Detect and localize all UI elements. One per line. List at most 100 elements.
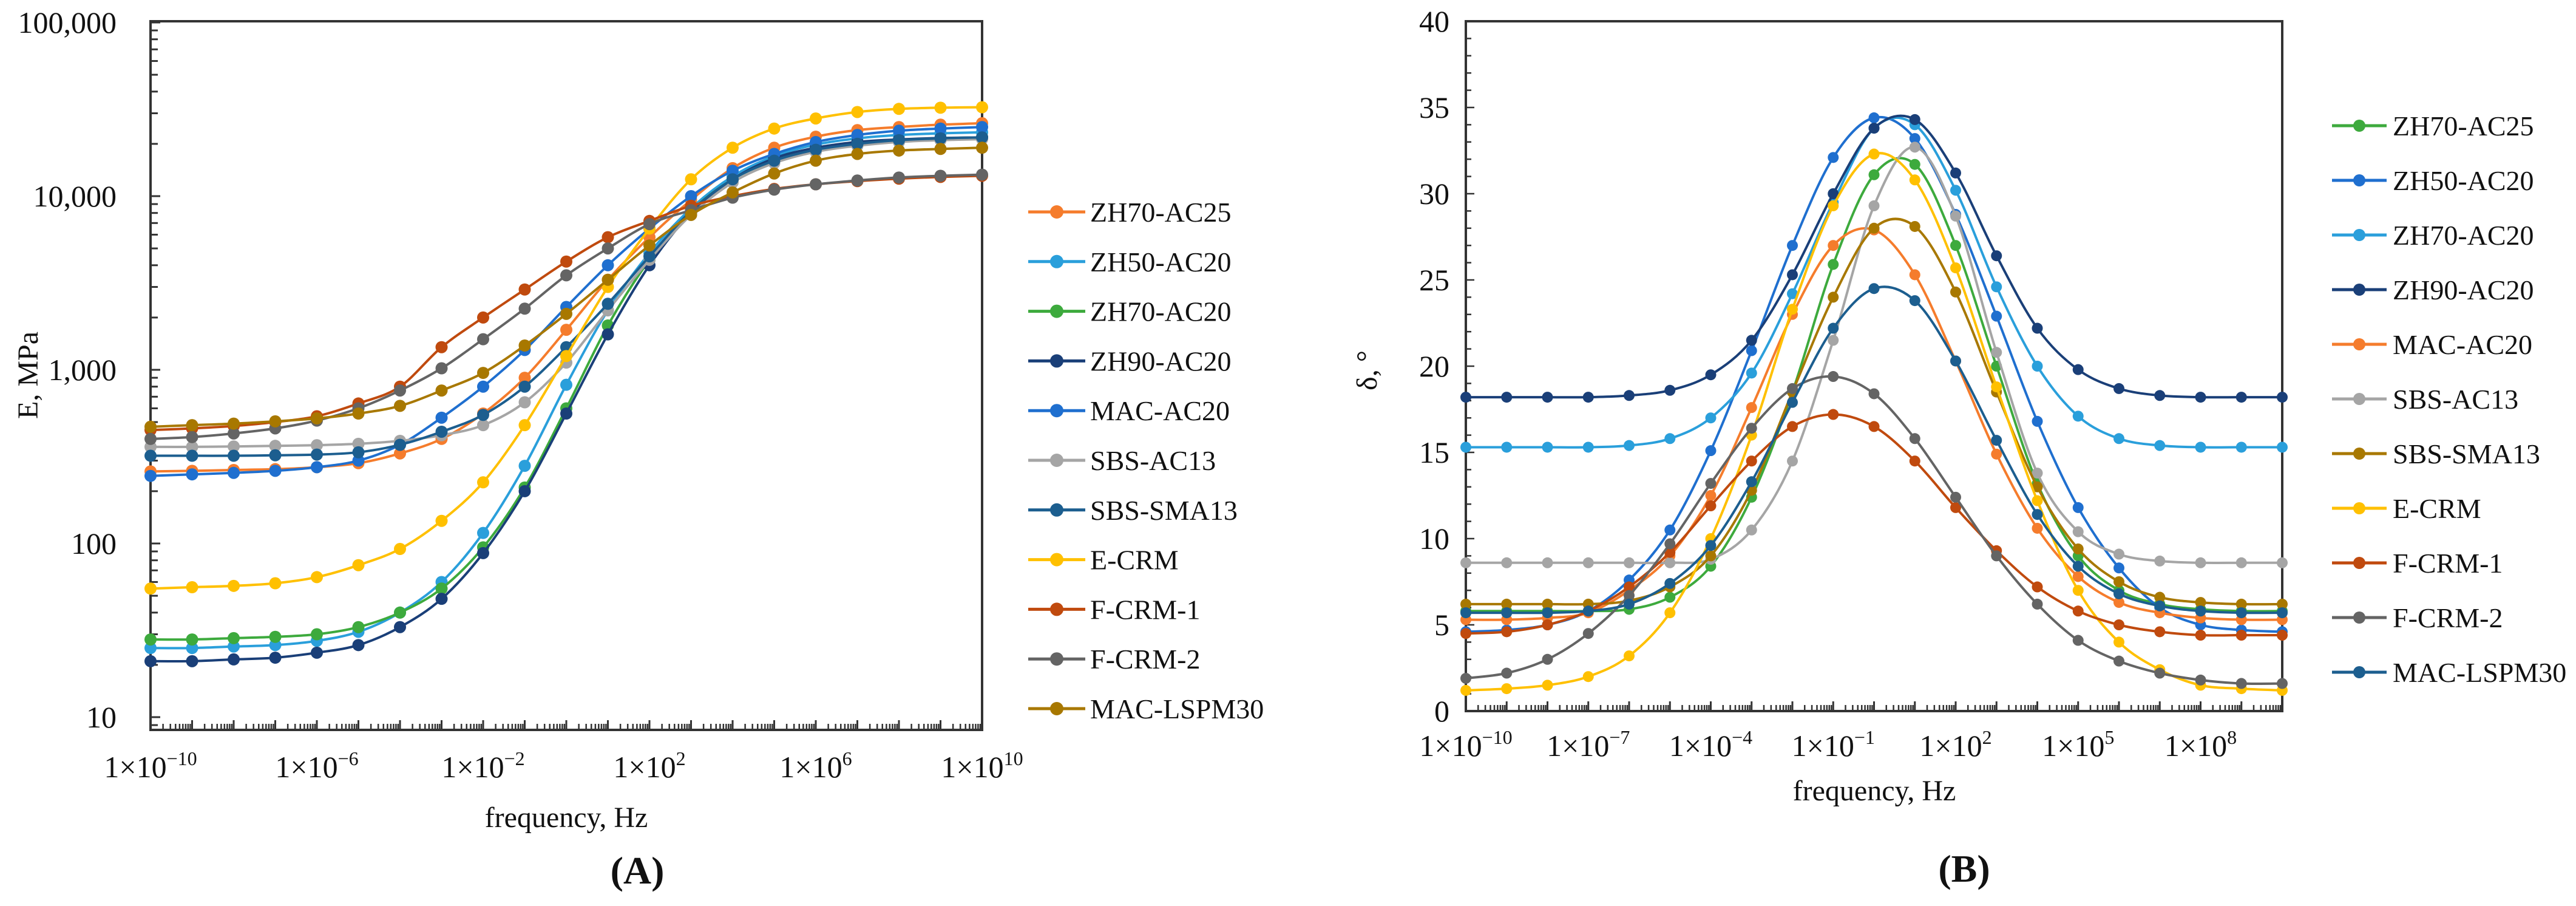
legend-item: ZH50-AC20 xyxy=(2332,165,2534,196)
legend-item: MAC-AC20 xyxy=(1028,395,1230,426)
data-point xyxy=(2154,600,2166,611)
data-point xyxy=(602,328,614,341)
data-point xyxy=(851,174,864,187)
legend: ZH70-AC25 ZH50-AC20 ZH70-AC20 ZH90-AC20 MAC-… xyxy=(2332,111,2566,688)
data-point xyxy=(976,168,988,181)
data-point xyxy=(1991,310,2002,322)
data-point xyxy=(893,144,905,157)
data-point xyxy=(810,178,822,191)
x-tick-exponent: −10 xyxy=(1482,726,1513,748)
x-tick-exponent: 8 xyxy=(2227,726,2237,748)
data-point xyxy=(2277,607,2288,619)
legend-item: MAC-LSPM30 xyxy=(2332,657,2566,688)
data-point xyxy=(144,432,157,445)
data-point xyxy=(602,242,614,255)
data-point xyxy=(1460,392,1471,403)
y-tick-label: 10 xyxy=(1419,522,1449,556)
data-point xyxy=(643,239,656,252)
x-tick-label: 1×102 xyxy=(613,748,685,784)
data-point xyxy=(1624,440,1635,451)
data-point xyxy=(1542,392,1553,403)
data-point xyxy=(2154,591,2166,603)
data-point xyxy=(435,425,448,438)
y-axis-title: δ, ° xyxy=(1351,350,1383,390)
y-tick-label: 100 xyxy=(71,526,117,560)
data-point xyxy=(1909,455,1920,467)
data-point xyxy=(602,298,614,310)
legend-label: ZH50-AC20 xyxy=(2393,165,2534,196)
legend-marker xyxy=(1050,602,1063,616)
data-point xyxy=(394,438,406,451)
data-point xyxy=(435,514,448,527)
data-point xyxy=(1460,673,1471,684)
legend-label: F-CRM-1 xyxy=(1090,594,1200,625)
data-point xyxy=(1828,335,1839,346)
data-point xyxy=(1991,435,2002,446)
data-point xyxy=(810,143,822,156)
data-point xyxy=(2235,678,2247,689)
y-axis-title: E, MPa xyxy=(12,332,44,419)
data-point xyxy=(2032,495,2043,506)
data-point xyxy=(1501,441,1513,453)
data-point xyxy=(228,440,240,453)
data-point xyxy=(1909,220,1920,232)
series-group xyxy=(144,101,988,667)
data-point xyxy=(768,183,781,196)
data-point xyxy=(1868,283,1880,295)
data-point xyxy=(1705,550,1717,562)
legend-marker xyxy=(2353,611,2365,624)
series-f-crm-2 xyxy=(1460,371,2288,689)
data-point xyxy=(1909,174,1920,186)
data-point xyxy=(269,465,282,477)
data-point xyxy=(2113,588,2124,599)
data-point xyxy=(643,250,656,263)
data-point xyxy=(2072,364,2084,375)
data-point xyxy=(477,419,489,432)
data-point xyxy=(934,143,947,155)
data-point xyxy=(518,485,531,497)
data-point xyxy=(1501,392,1513,403)
data-point xyxy=(186,431,198,443)
data-point xyxy=(394,447,406,460)
data-point xyxy=(893,124,905,137)
data-point xyxy=(560,269,572,282)
data-point xyxy=(1950,240,1961,251)
data-point xyxy=(352,446,365,458)
data-point xyxy=(435,341,448,353)
data-point xyxy=(2032,598,2043,610)
data-point xyxy=(186,581,198,594)
data-point xyxy=(1460,607,1471,619)
data-point xyxy=(1828,188,1839,199)
data-point xyxy=(186,633,198,646)
data-point xyxy=(1501,598,1513,610)
x-tick-exponent: −2 xyxy=(504,748,525,769)
legend-marker xyxy=(2353,338,2365,350)
legend-marker xyxy=(2353,502,2365,514)
data-point xyxy=(2072,585,2084,596)
data-point xyxy=(352,639,365,652)
data-point xyxy=(810,112,822,125)
x-tick-base: 1×10 xyxy=(104,750,166,784)
data-point xyxy=(518,460,531,472)
data-point xyxy=(2154,626,2166,638)
legend-marker xyxy=(2353,448,2365,460)
legend-label: ZH70-AC20 xyxy=(2393,220,2534,251)
legend-label: SBS-SMA13 xyxy=(1090,495,1238,526)
data-point xyxy=(2235,598,2247,610)
data-point xyxy=(602,259,614,271)
data-point xyxy=(435,384,448,397)
data-point xyxy=(1828,409,1839,420)
data-point xyxy=(1909,158,1920,170)
data-point xyxy=(394,543,406,556)
legend-item: ZH70-AC20 xyxy=(2332,220,2534,251)
data-point xyxy=(2113,562,2124,574)
data-point xyxy=(1868,200,1880,211)
series-zh90-ac20 xyxy=(1460,114,2288,403)
data-point xyxy=(1705,412,1717,424)
data-point xyxy=(602,231,614,244)
legend-label: ZH70-AC25 xyxy=(1090,197,1232,228)
legend-item: MAC-AC20 xyxy=(2332,329,2532,360)
legend-item: ZH70-AC25 xyxy=(2332,111,2534,141)
data-point xyxy=(1868,222,1880,234)
